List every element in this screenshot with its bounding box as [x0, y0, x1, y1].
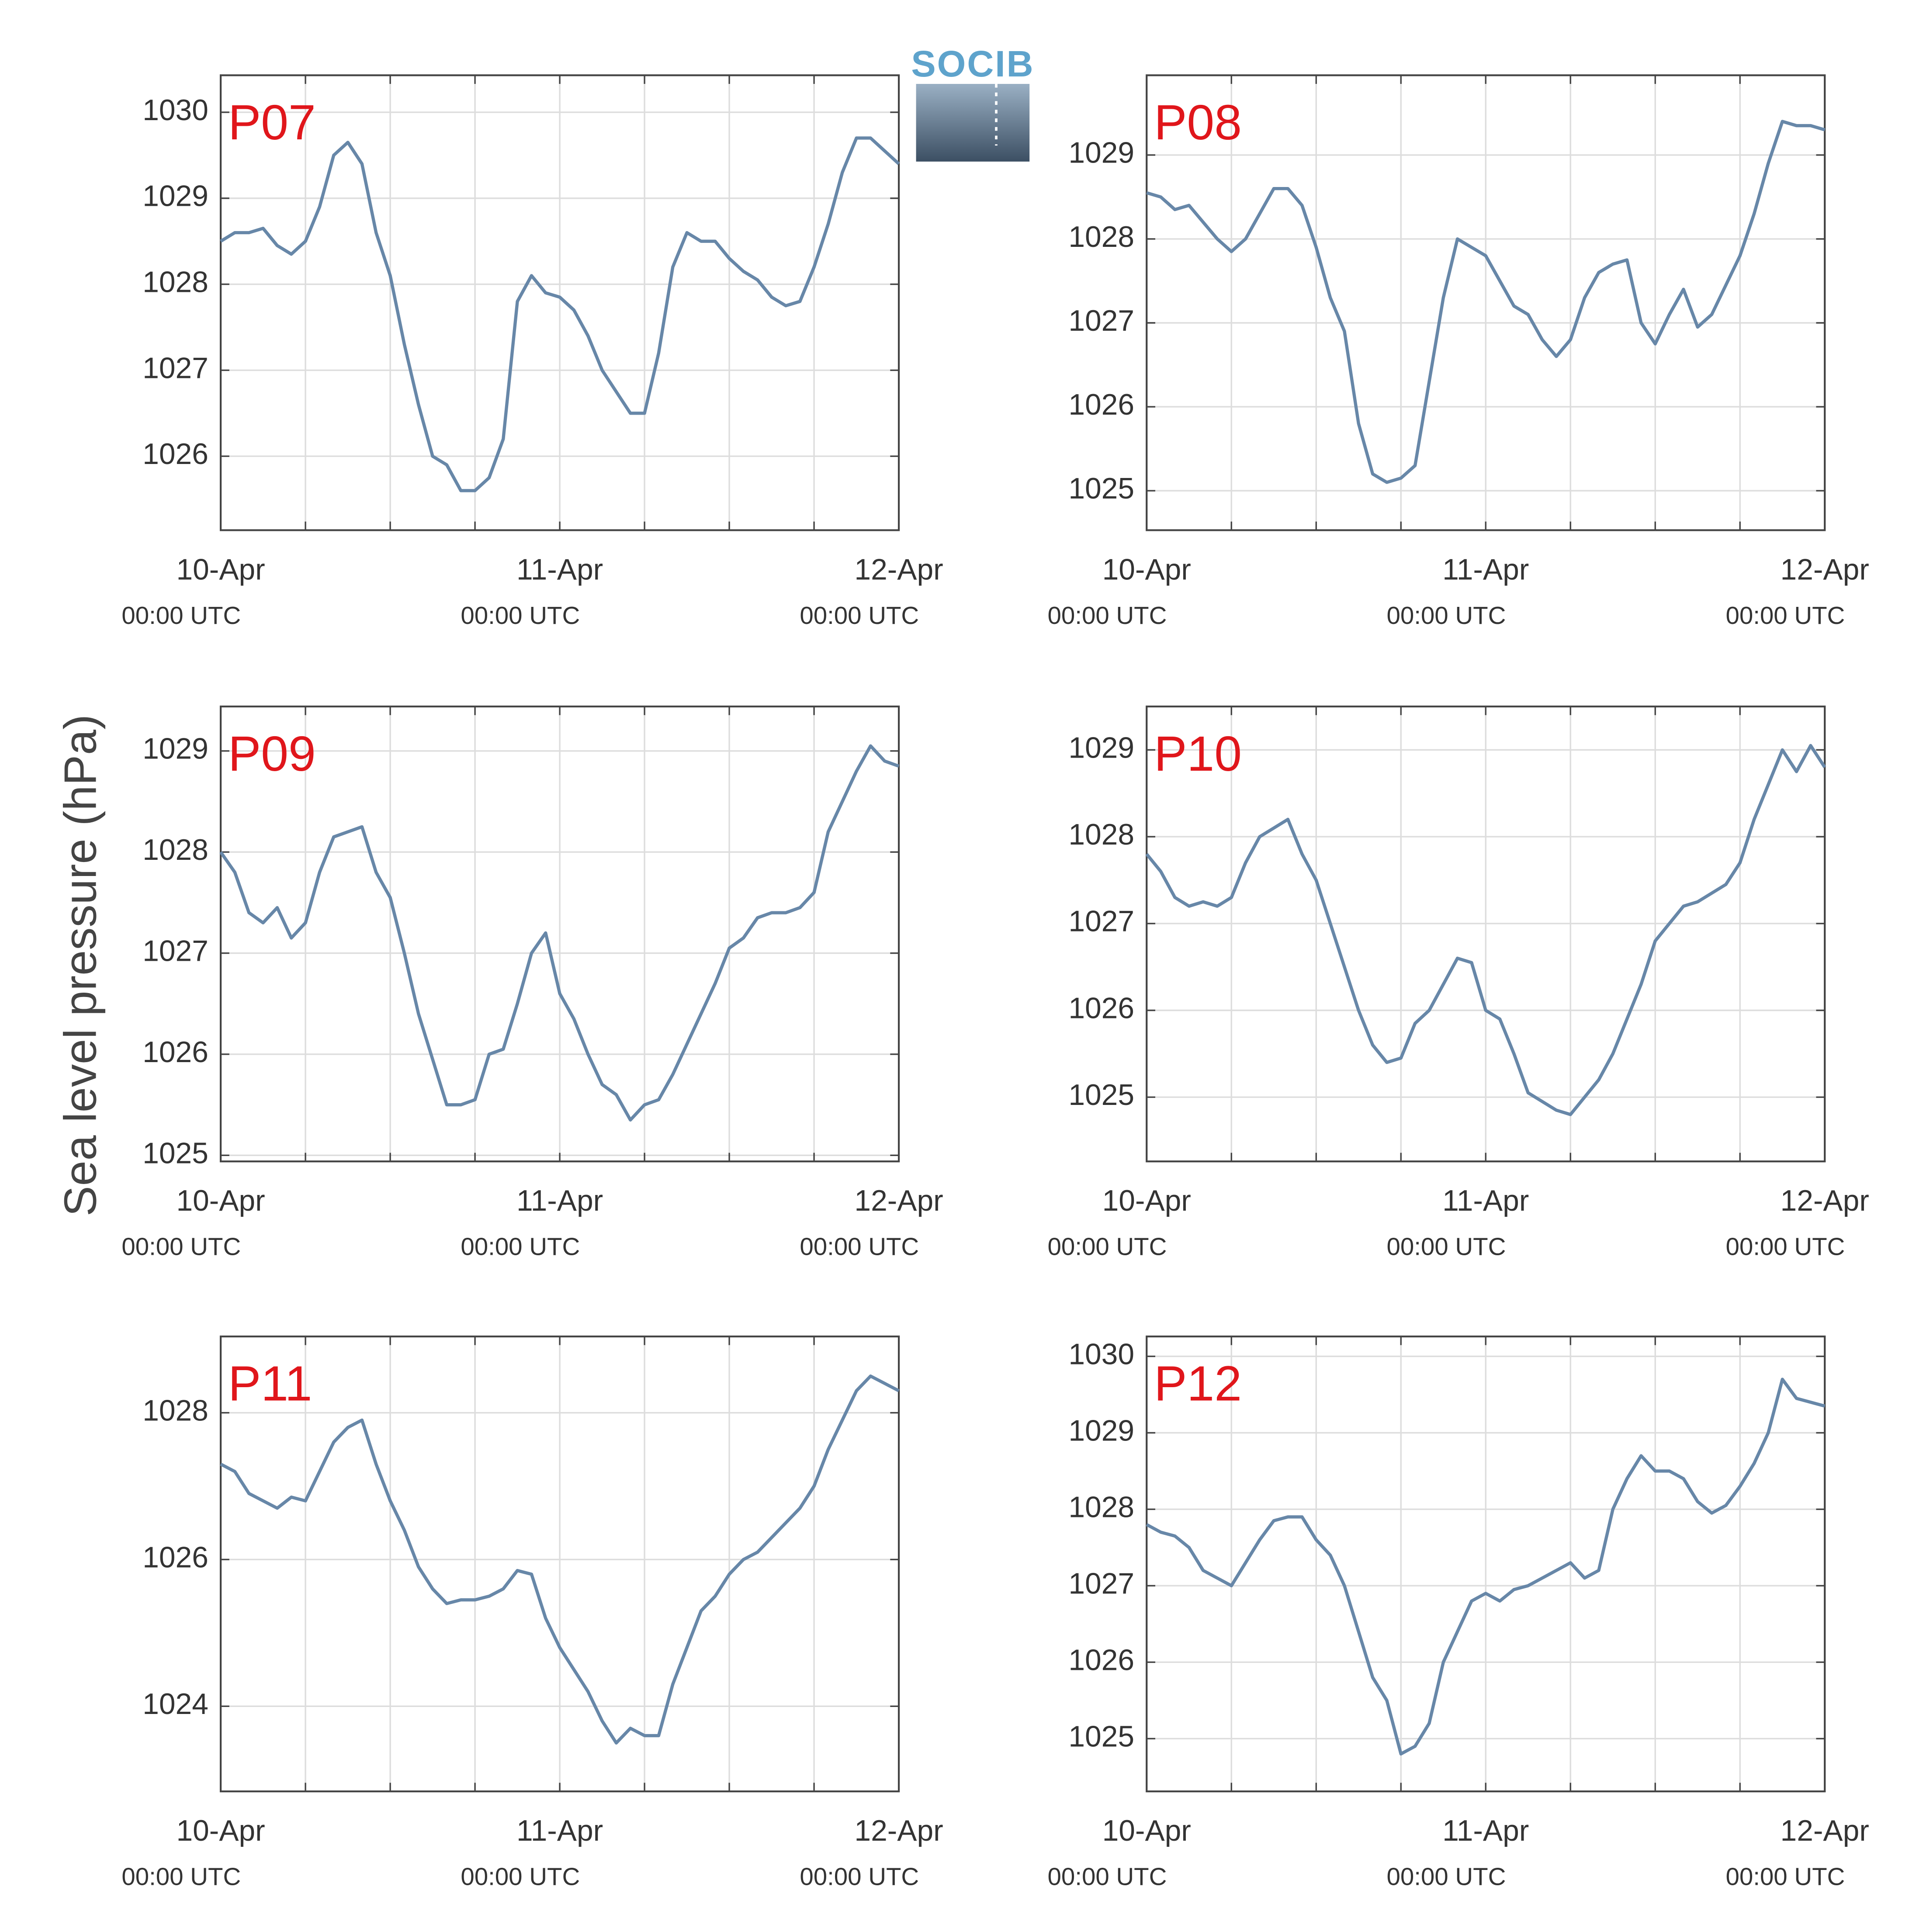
y-tick-label: 1028 — [1068, 221, 1134, 253]
x-tick-label: 10-Apr — [176, 1184, 265, 1217]
x-tick-sublabel: 00:00 UTC — [1048, 1233, 1167, 1260]
x-tick-label: 11-Apr — [1442, 553, 1529, 586]
logo: SOCIB — [911, 43, 1034, 162]
x-tick-label: 10-Apr — [1102, 553, 1191, 586]
y-tick-label: 1025 — [142, 1137, 208, 1170]
x-tick-label: 11-Apr — [1442, 1184, 1529, 1217]
y-tick-label: 1026 — [142, 1036, 208, 1069]
y-tick-label: 1027 — [1068, 905, 1134, 938]
x-tick-sublabel: 00:00 UTC — [121, 1233, 241, 1260]
x-tick-sublabel: 00:00 UTC — [1725, 1233, 1845, 1260]
x-tick-label: 11-Apr — [516, 553, 603, 586]
x-tick-sublabel: 00:00 UTC — [1386, 602, 1506, 629]
y-tick-label: 1028 — [1068, 818, 1134, 851]
y-tick-label: 1027 — [1068, 1567, 1134, 1600]
panel-title: P07 — [228, 95, 316, 150]
y-tick-label: 1028 — [142, 1394, 208, 1427]
x-tick-label: 12-Apr — [854, 1814, 943, 1847]
panel: 1026 1027 1028 1029 1030 10-Apr 00:00 UTC 11-Ap… — [121, 74, 943, 629]
plot-frame — [219, 74, 900, 531]
x-tick-sublabel: 00:00 UTC — [1386, 1863, 1506, 1890]
panel: 1025 1026 1027 1028 1029 10-Apr 00:00 UTC 11-Ap… — [1048, 74, 1869, 629]
x-tick-sublabel: 00:00 UTC — [1048, 602, 1167, 629]
plot-frame — [219, 1335, 900, 1793]
y-tick-label: 1030 — [142, 94, 208, 127]
data-line — [219, 744, 900, 1122]
y-axis-label: Sea level pressure (hPa) — [55, 714, 106, 1216]
y-tick-label: 1028 — [142, 834, 208, 866]
x-tick-sublabel: 00:00 UTC — [800, 1233, 919, 1260]
panel-title: P11 — [228, 1356, 312, 1411]
y-tick-label: 1025 — [1068, 1079, 1134, 1111]
x-tick-sublabel: 00:00 UTC — [461, 602, 580, 629]
y-tick-label: 1027 — [1068, 305, 1134, 337]
x-tick-sublabel: 00:00 UTC — [1386, 1233, 1506, 1260]
x-tick-sublabel: 00:00 UTC — [1725, 602, 1845, 629]
data-line — [1145, 744, 1826, 1116]
x-tick-label: 10-Apr — [176, 553, 265, 586]
y-tick-label: 1026 — [142, 1541, 208, 1574]
plot-frame — [1146, 74, 1826, 531]
plot-frame — [1146, 1335, 1826, 1793]
x-tick-sublabel: 00:00 UTC — [461, 1233, 580, 1260]
y-tick-label: 1026 — [142, 438, 208, 471]
panel-title: P10 — [1154, 726, 1242, 781]
data-line — [220, 136, 900, 492]
y-tick-label: 1027 — [142, 935, 208, 967]
panel: 1025 1026 1027 1028 1029 1030 10-Apr 00:00 UTC 1… — [1048, 1335, 1869, 1890]
x-tick-sublabel: 00:00 UTC — [800, 1863, 919, 1890]
y-tick-label: 1028 — [142, 266, 208, 298]
y-tick-label: 1026 — [1068, 1644, 1134, 1676]
x-tick-label: 11-Apr — [1442, 1814, 1529, 1847]
x-tick-sublabel: 00:00 UTC — [461, 1863, 580, 1890]
plot-frame — [1146, 705, 1826, 1163]
x-tick-sublabel: 00:00 UTC — [121, 602, 241, 629]
x-tick-label: 12-Apr — [854, 553, 943, 586]
x-tick-sublabel: 00:00 UTC — [121, 1863, 241, 1890]
x-tick-label: 11-Apr — [516, 1184, 603, 1217]
y-tick-label: 1029 — [1068, 1414, 1134, 1447]
y-tick-label: 1026 — [1068, 388, 1134, 421]
panel: 1025 1026 1027 1028 1029 10-Apr 00:00 UTC 11-Ap… — [121, 705, 943, 1260]
panel-title: P12 — [1154, 1356, 1242, 1411]
y-tick-label: 1026 — [1068, 992, 1134, 1025]
x-tick-label: 10-Apr — [1102, 1814, 1191, 1847]
panel-title: P08 — [1154, 95, 1242, 150]
data-line — [220, 1374, 900, 1745]
logo-text: SOCIB — [911, 43, 1034, 84]
y-tick-label: 1025 — [1068, 1720, 1134, 1753]
data-line — [1146, 1378, 1826, 1756]
x-tick-label: 10-Apr — [1102, 1184, 1191, 1217]
y-tick-label: 1029 — [1068, 731, 1134, 764]
x-tick-label: 10-Apr — [176, 1814, 265, 1847]
y-tick-label: 1029 — [142, 733, 208, 765]
x-tick-sublabel: 00:00 UTC — [1048, 1863, 1167, 1890]
panel: 1025 1026 1027 1028 1029 10-Apr 00:00 UTC 11-Ap… — [1048, 705, 1869, 1260]
x-tick-sublabel: 00:00 UTC — [800, 602, 919, 629]
y-tick-label: 1029 — [142, 180, 208, 213]
logo-image — [916, 84, 1030, 162]
y-tick-label: 1028 — [1068, 1491, 1134, 1523]
panel: 1024 1026 1028 10-Apr 00:00 UTC 11-Apr 00:00 U… — [121, 1335, 943, 1890]
x-tick-label: 12-Apr — [1781, 1184, 1869, 1217]
panel-title: P09 — [228, 726, 316, 781]
plot-frame — [219, 705, 900, 1163]
x-tick-sublabel: 00:00 UTC — [1725, 1863, 1845, 1890]
y-tick-label: 1025 — [1068, 472, 1134, 505]
y-tick-label: 1030 — [1068, 1338, 1134, 1371]
x-tick-label: 11-Apr — [516, 1814, 603, 1847]
x-tick-label: 12-Apr — [1781, 1814, 1869, 1847]
y-tick-label: 1029 — [1068, 137, 1134, 170]
y-tick-label: 1027 — [142, 352, 208, 384]
x-tick-label: 12-Apr — [1781, 553, 1869, 586]
y-tick-label: 1024 — [142, 1688, 208, 1721]
x-tick-label: 12-Apr — [854, 1184, 943, 1217]
data-line — [1146, 120, 1826, 484]
